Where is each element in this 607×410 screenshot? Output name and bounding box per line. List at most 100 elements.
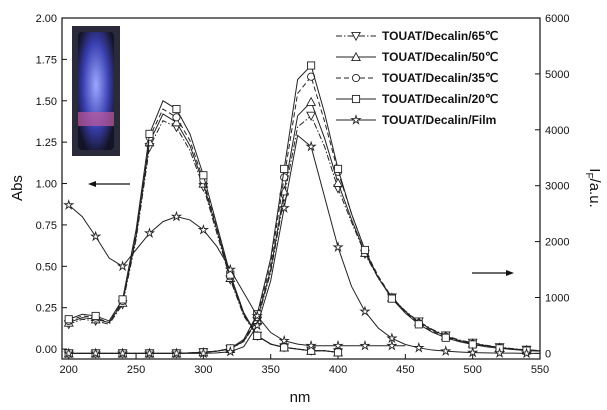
legend-marker xyxy=(350,114,362,125)
point xyxy=(64,315,73,324)
legend-label: TOUAT/Decalin/20℃ xyxy=(382,92,498,106)
point xyxy=(197,223,210,235)
point xyxy=(224,345,236,357)
y2-tick-label: 0 xyxy=(545,348,551,360)
legend-marker xyxy=(351,94,361,104)
y-tick-label: 1.25 xyxy=(36,137,57,149)
point xyxy=(90,347,102,359)
point xyxy=(333,348,343,357)
point xyxy=(386,332,398,344)
inset-photo xyxy=(72,26,120,156)
point xyxy=(360,245,370,255)
x-axis-label: nm xyxy=(290,389,311,406)
point xyxy=(333,164,343,173)
y2-tick-label: 3000 xyxy=(545,181,569,193)
legend-label: TOUAT/Decalin/50℃ xyxy=(382,50,498,64)
y2-tick-label: 2000 xyxy=(545,237,569,249)
point xyxy=(118,295,127,304)
point xyxy=(143,347,156,359)
point xyxy=(520,347,533,359)
y-tick-label: 0.50 xyxy=(36,261,57,273)
point xyxy=(414,320,423,329)
y2-label-main: I xyxy=(586,168,603,172)
point xyxy=(333,177,343,187)
x-tick-label: 250 xyxy=(127,364,145,376)
y-axis-label: Abs xyxy=(9,175,26,201)
emission-line xyxy=(68,115,541,354)
point xyxy=(90,230,102,242)
y2-tick-label: 4000 xyxy=(545,125,569,137)
legend-marker xyxy=(351,51,361,62)
point xyxy=(305,140,317,152)
point xyxy=(280,173,289,182)
y2-tick-label: 1000 xyxy=(545,293,569,305)
point xyxy=(172,104,181,114)
y-tick-label: 1.75 xyxy=(36,54,57,66)
point xyxy=(170,210,183,222)
point xyxy=(306,96,317,106)
point xyxy=(387,294,396,303)
y-tick-label: 0.75 xyxy=(36,220,57,232)
point xyxy=(332,241,344,252)
y-tick-label: 2.00 xyxy=(36,13,57,25)
point xyxy=(359,305,371,317)
x-tick-label: 400 xyxy=(329,364,347,376)
point xyxy=(467,346,479,358)
point xyxy=(305,339,317,351)
point xyxy=(224,263,236,275)
point xyxy=(332,339,344,351)
legend-label: TOUAT/Decalin/65℃ xyxy=(382,29,498,43)
emission-line xyxy=(68,100,541,354)
y2-axis-label: IF/a.u. xyxy=(583,168,603,207)
x-tick-label: 550 xyxy=(531,364,549,376)
point xyxy=(359,339,371,351)
point xyxy=(170,347,183,359)
point xyxy=(306,111,317,121)
x-tick-label: 450 xyxy=(396,364,414,376)
legend-marker xyxy=(351,31,361,42)
point xyxy=(91,311,100,321)
point xyxy=(172,113,181,122)
emission-line xyxy=(68,75,541,354)
point xyxy=(197,347,210,359)
point xyxy=(278,334,290,346)
point xyxy=(278,202,290,213)
x-tick-label: 500 xyxy=(463,364,481,376)
y-tick-label: 1.00 xyxy=(36,179,57,191)
point xyxy=(63,347,75,359)
y2-tick-label: 5000 xyxy=(545,69,569,81)
point xyxy=(143,227,156,238)
y-tick-label: 0.25 xyxy=(36,303,57,315)
point xyxy=(63,199,75,210)
point xyxy=(116,260,129,272)
point xyxy=(440,345,452,356)
legend-label: TOUAT/Decalin/35℃ xyxy=(382,71,498,85)
arrow-right xyxy=(472,270,514,276)
point xyxy=(253,331,262,340)
y2-label-sub: F xyxy=(583,172,594,178)
plot-frame xyxy=(61,17,541,360)
point xyxy=(199,171,208,180)
legend-marker xyxy=(351,73,361,83)
point xyxy=(280,343,289,352)
point xyxy=(441,333,450,342)
x-tick-label: 200 xyxy=(60,364,78,376)
y2-tick-label: 6000 xyxy=(545,13,569,25)
emission-line xyxy=(68,134,540,354)
absorption-line xyxy=(68,204,406,347)
legend-label: TOUAT/Decalin/Film xyxy=(382,113,496,127)
point xyxy=(251,319,263,331)
y2-label-rest: /a.u. xyxy=(586,179,603,208)
y-tick-label: 1.50 xyxy=(36,96,57,108)
point xyxy=(493,347,506,358)
point xyxy=(116,347,129,359)
point xyxy=(144,137,155,147)
point xyxy=(413,341,425,353)
point xyxy=(171,117,182,127)
point xyxy=(386,339,398,351)
point xyxy=(280,164,289,173)
point xyxy=(307,61,316,70)
arrow-left xyxy=(88,181,130,187)
x-tick-label: 300 xyxy=(194,364,212,376)
